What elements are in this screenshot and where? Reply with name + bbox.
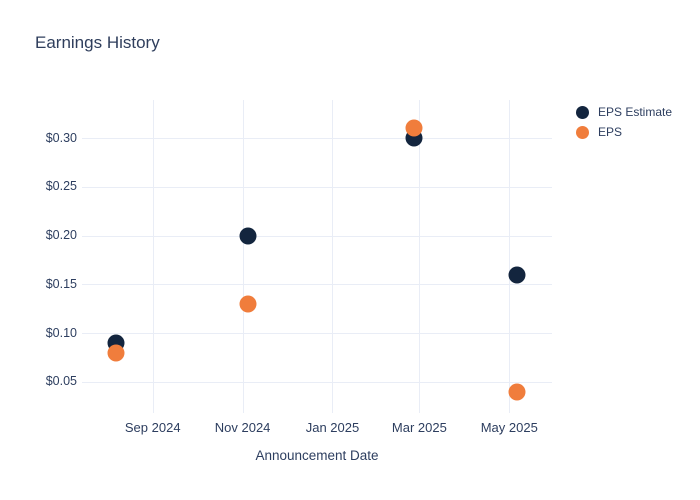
data-point-eps[interactable] bbox=[405, 119, 422, 137]
eps-estimate-marker-icon bbox=[576, 105, 589, 119]
y-tick-label: $0.15 bbox=[45, 276, 77, 291]
legend-item-eps-estimate[interactable]: EPS Estimate bbox=[576, 105, 672, 119]
x-gridline bbox=[332, 100, 334, 413]
x-tick-label: May 2025 bbox=[480, 420, 538, 435]
x-gridline bbox=[419, 100, 421, 413]
y-gridline bbox=[82, 284, 552, 286]
legend: EPS Estimate EPS bbox=[576, 105, 672, 139]
y-tick-label: $0.25 bbox=[45, 179, 77, 194]
y-gridline bbox=[82, 381, 552, 383]
y-tick-label: $0.20 bbox=[45, 228, 77, 243]
x-tick-label: Mar 2025 bbox=[391, 420, 447, 435]
y-gridline bbox=[82, 186, 552, 188]
x-tick-label: Jan 2025 bbox=[305, 420, 360, 435]
plot-area[interactable] bbox=[82, 100, 552, 413]
x-axis-title: Announcement Date bbox=[255, 448, 379, 463]
y-gridline bbox=[82, 138, 552, 140]
y-tick-label: $0.10 bbox=[45, 325, 77, 340]
x-gridline bbox=[242, 100, 244, 413]
y-tick-label: $0.05 bbox=[45, 374, 77, 389]
legend-item-eps[interactable]: EPS bbox=[576, 125, 672, 139]
data-point-eps-estimate[interactable] bbox=[508, 266, 526, 284]
chart-title: Earnings History bbox=[35, 33, 160, 52]
data-point-eps[interactable] bbox=[239, 295, 257, 313]
legend-label-eps: EPS bbox=[598, 125, 623, 139]
data-point-eps[interactable] bbox=[107, 344, 125, 362]
x-gridline bbox=[152, 100, 154, 413]
x-tick-label: Sep 2024 bbox=[124, 420, 181, 435]
x-tick-label: Nov 2024 bbox=[214, 420, 271, 435]
y-tick-label: $0.30 bbox=[45, 130, 77, 145]
y-gridline bbox=[82, 333, 552, 335]
legend-label-eps-estimate: EPS Estimate bbox=[598, 105, 673, 119]
data-point-eps-estimate[interactable] bbox=[239, 227, 257, 245]
data-point-eps[interactable] bbox=[508, 383, 526, 401]
y-gridline bbox=[82, 235, 552, 237]
eps-marker-icon bbox=[576, 125, 589, 139]
x-gridline bbox=[509, 100, 511, 413]
